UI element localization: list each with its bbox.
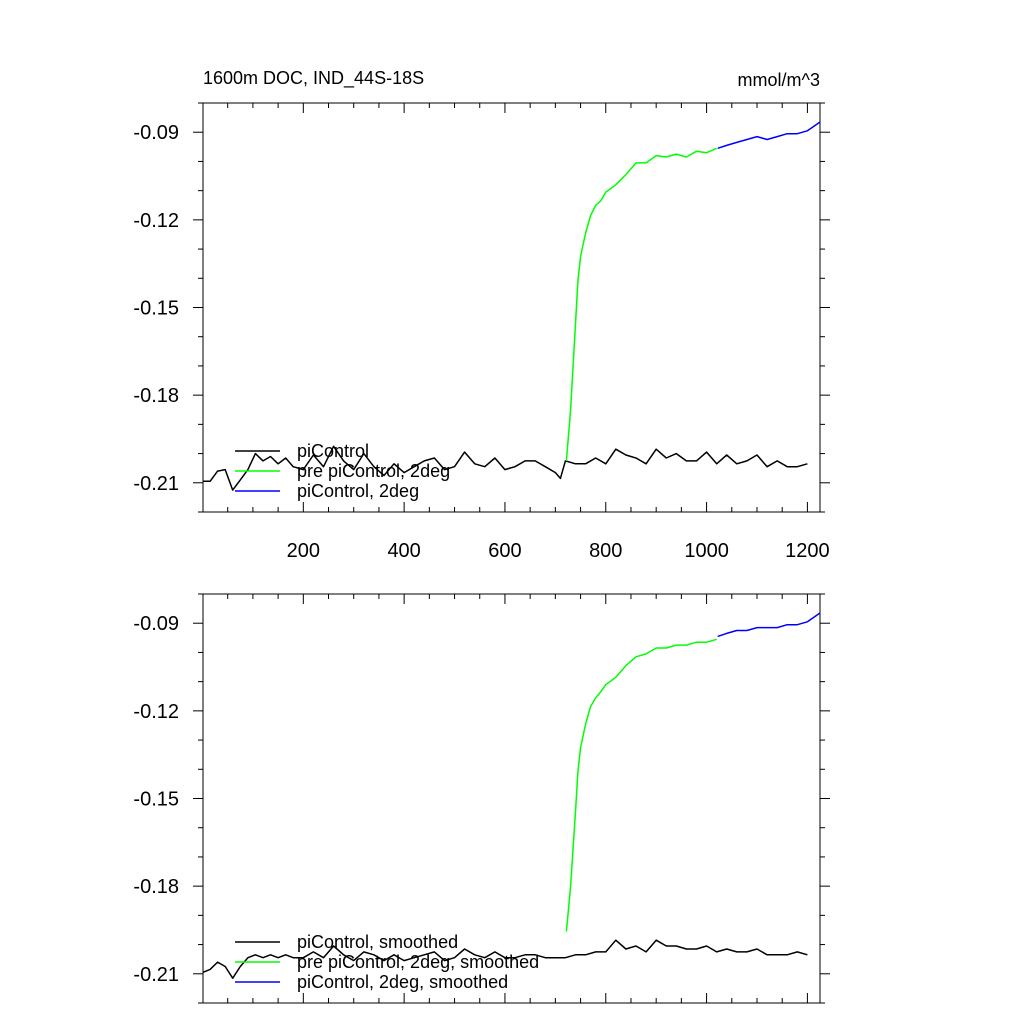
series-line-2 [717, 121, 821, 150]
legend-label-2: piControl, 2deg [297, 481, 419, 501]
x-tick-label: 1000 [684, 540, 729, 562]
y-tick-label: -0.21 [133, 964, 179, 986]
series-line-0 [203, 445, 808, 491]
y-tick-label: -0.18 [133, 876, 179, 898]
legend-label-0: piControl, smoothed [297, 932, 458, 952]
plot-frame [202, 102, 821, 513]
y-tick-label: -0.15 [133, 789, 179, 811]
y-tick-label: -0.18 [133, 385, 179, 407]
plot-frame [202, 593, 821, 1004]
x-tick-label: 800 [589, 540, 622, 562]
x-tick-label: 200 [287, 540, 320, 562]
y-tick-label: -0.09 [133, 613, 179, 635]
legend-label-1: pre piControl, 2deg, smoothed [297, 952, 539, 972]
y-tick-label: -0.15 [133, 298, 179, 320]
series-line-1 [565, 147, 717, 461]
y-tick-label: -0.09 [133, 122, 179, 144]
legend-label-2: piControl, 2deg, smoothed [297, 972, 508, 992]
legend-label-1: pre piControl, 2deg [297, 461, 450, 481]
x-tick-label: 600 [488, 540, 521, 562]
top-panel: 200 400 600 800 1000 1200 -0.21 -0.18 -0.15 -0.12… [133, 102, 830, 562]
legend-label-0: piControl [297, 441, 369, 461]
units-label: mmol/m^3 [738, 70, 820, 90]
chart-title: 1600m DOC, IND_44S-18S [203, 68, 424, 89]
x-tick-label: 1200 [785, 540, 830, 562]
series-line-0 [202, 939, 808, 979]
y-tick-label: -0.21 [133, 473, 179, 495]
bottom-panel: -0.21 -0.18 -0.15 -0.12 -0.09 piControl, smoo… [133, 593, 830, 1004]
series-line-1 [565, 638, 717, 932]
series-line-2 [717, 612, 821, 638]
x-tick-label: 400 [387, 540, 420, 562]
y-tick-label: -0.12 [133, 210, 179, 232]
y-tick-label: -0.12 [133, 701, 179, 723]
